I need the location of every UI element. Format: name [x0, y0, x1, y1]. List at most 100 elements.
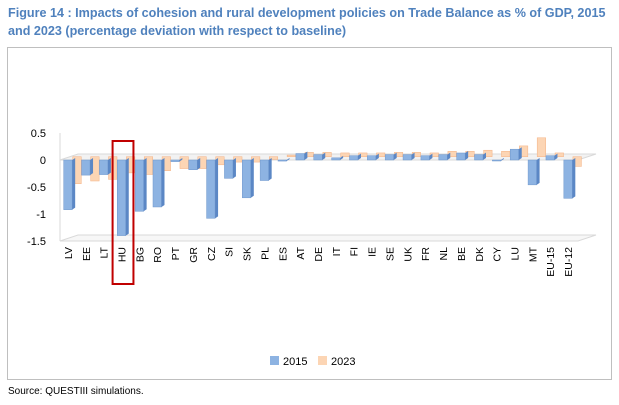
bar-2015 [492, 159, 502, 162]
bar-2023 [554, 152, 564, 157]
bar-2023 [483, 149, 493, 157]
bar-2015 [545, 155, 555, 161]
x-category-label: IT [331, 246, 343, 256]
x-category-label: BG [134, 247, 146, 262]
bar-2015 [367, 155, 377, 161]
x-category-label: FR [420, 247, 432, 261]
legend-swatch [318, 356, 327, 365]
bar-2023 [340, 152, 350, 157]
bar-chart: 0.5 0 -0.5 -1 -1.5 LV EE LT HU BG RO PT GR CZ SI SK PL ES… [27, 128, 597, 368]
bar-2015-side [340, 155, 344, 160]
chart-area: 0.5 0 -0.5 -1 -1.5 LV EE LT HU BG RO PT GR CZ SI SK PL ES… [7, 47, 612, 380]
bar-2023 [429, 152, 439, 157]
bar-2015-side [143, 158, 147, 212]
bar-2015-side [483, 152, 487, 160]
x-category-label: CZ [206, 246, 218, 261]
bar-2015 [117, 159, 127, 236]
bar-2015 [170, 159, 180, 162]
bar-2015 [331, 157, 341, 161]
x-category-label: LU [509, 247, 521, 260]
y-tick-label: -1 [36, 209, 46, 221]
axis-floor [59, 234, 597, 242]
bar-2015-side [465, 150, 469, 160]
figure-title: Figure 14 : Impacts of cohesion and rura… [8, 6, 606, 38]
x-category-label: GR [188, 247, 200, 263]
bar-2015-side [232, 158, 236, 179]
bar-2015-side [554, 153, 558, 160]
bar-2015-side [125, 158, 129, 236]
legend-swatch [270, 356, 279, 365]
bar-2015 [152, 159, 162, 208]
x-category-label: NL [438, 247, 450, 261]
x-category-label: AT [295, 246, 307, 259]
x-category-label: UK [402, 247, 414, 262]
bar-2015 [527, 159, 537, 186]
x-category-label: EU-12 [563, 247, 575, 277]
bar-2015-side [250, 158, 254, 198]
bar-2015-side [518, 147, 522, 160]
legend-label: 2023 [331, 356, 355, 368]
bar-2015 [349, 155, 359, 161]
bar-2015-side [357, 153, 361, 160]
bar-2015 [63, 159, 73, 210]
bar-2015 [438, 154, 448, 161]
x-category-label: SI [224, 247, 236, 257]
bar-2015 [206, 159, 216, 219]
x-category-label: HU [117, 247, 129, 262]
x-category-label: ES [277, 247, 289, 261]
bar-2023 [286, 154, 296, 157]
x-category-label: MT [527, 246, 539, 262]
x-category-label: SE [384, 247, 396, 261]
bar-2023 [251, 156, 261, 163]
x-category-label: LT [99, 246, 111, 258]
bar-2015 [81, 159, 91, 176]
x-category-label: DE [313, 247, 325, 262]
y-tick-label: -1.5 [27, 236, 46, 248]
x-category-label: CY [492, 247, 504, 262]
bar-2023 [233, 156, 243, 163]
highlight-box [111, 140, 135, 285]
bar-2015 [295, 153, 305, 161]
bar-2015 [474, 154, 484, 161]
bar-2015-side [447, 152, 451, 160]
bar-2015 [313, 154, 323, 161]
bar-2015 [384, 154, 394, 161]
source-note: Source: QUESTIII simulations. [8, 386, 144, 397]
bar-2015-side [375, 153, 379, 160]
bar-2023 [269, 156, 279, 160]
x-category-label: SK [242, 247, 254, 261]
bar-2015 [277, 159, 287, 162]
x-category-label: EE [81, 247, 93, 261]
bar-2015 [99, 159, 109, 175]
bar-2015-side [286, 158, 290, 162]
x-category-label: RO [152, 247, 164, 263]
bar-2015-side [322, 152, 326, 160]
bar-2015 [563, 159, 573, 199]
bar-2023 [536, 137, 546, 157]
bar-2015-side [179, 158, 183, 162]
x-category-label: EU-15 [545, 247, 557, 277]
legend-label: 2015 [283, 356, 307, 368]
bar-2015-side [161, 158, 165, 207]
bar-2015 [242, 159, 252, 199]
x-category-label: LV [63, 247, 75, 259]
bar-2015-side [536, 158, 540, 185]
bar-2015-side [500, 158, 504, 161]
bar-2015-side [393, 152, 397, 160]
bar-2015-side [107, 158, 111, 175]
bar-2015-side [268, 158, 272, 181]
bar-2015-side [411, 152, 415, 160]
bar-2015 [420, 155, 430, 161]
bar-2015 [402, 154, 412, 161]
bar-2015-side [90, 158, 94, 176]
bar-2023 [447, 151, 457, 157]
x-category-label: BE [456, 247, 468, 261]
bar-2023 [376, 152, 386, 157]
x-category-label: PL [259, 247, 271, 260]
bar-2015 [224, 159, 234, 179]
bar-2015 [188, 159, 198, 170]
bar-2015 [134, 159, 144, 212]
bar-2015-side [572, 158, 576, 199]
bar-2015-side [215, 158, 219, 219]
bar-2015-side [304, 151, 308, 160]
